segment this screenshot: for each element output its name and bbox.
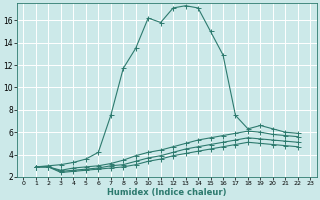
X-axis label: Humidex (Indice chaleur): Humidex (Indice chaleur): [107, 188, 227, 197]
